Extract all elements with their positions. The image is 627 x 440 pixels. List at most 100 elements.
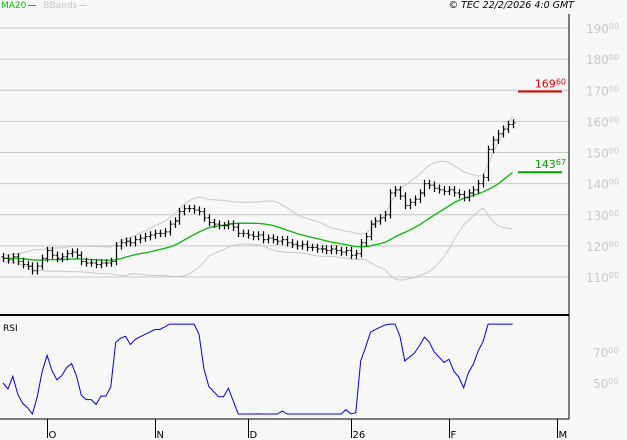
ohlc-bar xyxy=(109,257,114,267)
ohlc-bar xyxy=(119,239,124,250)
ma20-line xyxy=(2,171,513,262)
level-decimals: 67 xyxy=(556,158,566,167)
ohlc-bar xyxy=(138,234,143,244)
ohlc-bar xyxy=(251,231,256,241)
ohlc-bar xyxy=(422,179,427,197)
ohlc-bar xyxy=(40,254,45,270)
ohlc-bar xyxy=(231,220,236,231)
ohlc-bar xyxy=(275,235,280,245)
ohlc-bar xyxy=(344,246,349,256)
ohlc-bar xyxy=(452,186,457,197)
ohlc-bar xyxy=(378,214,383,225)
ohlc-bar xyxy=(467,189,472,202)
ohlc-bar xyxy=(349,246,354,259)
y-tick-label: 17000 xyxy=(586,84,619,98)
ohlc-bar xyxy=(182,204,187,216)
ohlc-bar xyxy=(202,207,207,222)
ohlc-bar xyxy=(207,214,212,227)
x-tick-label: F xyxy=(451,430,457,440)
y-tick-label: 18000 xyxy=(586,53,619,67)
ohlc-bar xyxy=(84,257,89,267)
ohlc-bar xyxy=(148,231,153,241)
ohlc-bar xyxy=(192,204,197,214)
ohlc-bar xyxy=(11,253,16,264)
ohlc-bar xyxy=(320,245,325,253)
ohlc-bar xyxy=(334,245,339,255)
ohlc-bar xyxy=(21,257,26,269)
ohlc-bar xyxy=(124,237,129,247)
ohlc-bar xyxy=(457,189,462,199)
bband-lower xyxy=(2,207,513,281)
ohlc-bar xyxy=(246,229,251,239)
ohlc-bar xyxy=(496,130,501,144)
copyright: © TEC 22/2/2026 4:0 GMT xyxy=(448,0,574,11)
y-tick-label: 16000 xyxy=(586,115,619,129)
y-tick-label: 15000 xyxy=(586,147,619,161)
ohlc-bar xyxy=(442,186,447,196)
x-tick-label: D xyxy=(250,430,258,440)
level-decimals: 60 xyxy=(556,77,566,86)
ohlc-bar xyxy=(305,240,310,252)
ohlc-bar xyxy=(359,239,364,258)
ohlc-bar xyxy=(261,231,266,244)
ohlc-bar xyxy=(369,220,374,241)
ohlc-bar xyxy=(285,235,290,247)
ohlc-bar xyxy=(339,246,344,256)
ohlc-bar xyxy=(501,125,506,138)
ohlc-bar xyxy=(447,186,452,196)
ohlc-bar xyxy=(427,179,432,189)
ohlc-bar xyxy=(413,195,418,207)
rsi-tick-label: 7000 xyxy=(593,346,618,360)
rsi-tick-decimals: 00 xyxy=(608,346,618,355)
y-tick-decimals: 00 xyxy=(609,178,619,187)
y-tick-decimals: 00 xyxy=(609,53,619,62)
ohlc-bar xyxy=(329,245,334,255)
ohlc-bar xyxy=(236,223,241,238)
ohlc-bar xyxy=(94,259,99,269)
ohlc-bar xyxy=(324,245,329,255)
ohlc-bar xyxy=(173,217,178,228)
ohlc-bar xyxy=(79,251,84,266)
ohlc-bar xyxy=(280,235,285,245)
ohlc-bar xyxy=(408,198,413,210)
y-tick-decimals: 00 xyxy=(609,147,619,156)
level-label: 16960 xyxy=(535,77,566,90)
ohlc-bar xyxy=(128,237,133,247)
ohlc-bar xyxy=(16,253,21,266)
ohlc-bar xyxy=(6,254,11,264)
ohlc-bar xyxy=(55,251,60,263)
x-tick-label: M xyxy=(559,430,568,440)
ohlc-bar xyxy=(393,186,398,197)
ohlc-bar xyxy=(300,240,305,250)
level-label: 14367 xyxy=(535,158,566,171)
ohlc-bar xyxy=(143,232,148,242)
ohlc-bar xyxy=(388,189,393,219)
ohlc-bar xyxy=(271,234,276,244)
ohlc-bar xyxy=(168,220,173,236)
ohlc-bar xyxy=(241,229,246,238)
ohlc-bar xyxy=(75,248,80,259)
y-tick-decimals: 00 xyxy=(609,115,619,124)
ohlc-bar xyxy=(114,242,119,266)
y-tick-decimals: 00 xyxy=(609,22,619,31)
ohlc-bar xyxy=(222,221,227,230)
y-tick-label: 13000 xyxy=(586,209,619,223)
ohlc-bar xyxy=(212,218,217,228)
ohlc-bar xyxy=(476,179,481,194)
ohlc-bar xyxy=(60,253,65,263)
rsi-tick-label: 5000 xyxy=(593,377,618,391)
y-tick-label: 14000 xyxy=(586,178,619,192)
ohlc-bar xyxy=(486,145,491,182)
ohlc-bar xyxy=(35,262,40,275)
ohlc-bar xyxy=(373,217,378,228)
y-tick-label: 12000 xyxy=(586,240,619,254)
y-tick-label: 19000 xyxy=(586,22,619,36)
ohlc-bar xyxy=(511,119,516,129)
ohlc-bar xyxy=(310,243,315,252)
x-tick-label: N xyxy=(157,430,164,440)
ohlc-bar xyxy=(177,207,182,225)
ohlc-bar xyxy=(1,253,6,263)
ohlc-bar xyxy=(403,192,408,210)
